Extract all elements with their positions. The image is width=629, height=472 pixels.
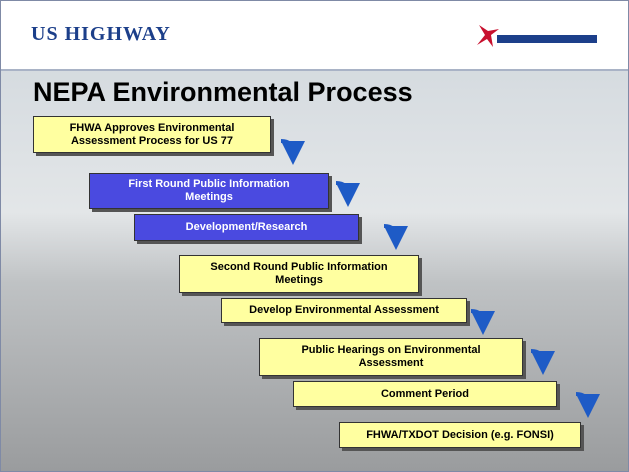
arrow [336,183,348,195]
process-step: First Round Public Information Meetings [89,173,329,209]
arrow [281,141,293,153]
arrow [531,351,543,363]
arrow [471,311,483,323]
process-step: FHWA/TXDOT Decision (e.g. FONSI) [339,422,581,448]
process-step: Develop Environmental Assessment [221,298,467,323]
process-step: Development/Research [134,214,359,241]
process-step: Second Round Public Information Meetings [179,255,419,293]
arrow [576,394,588,406]
process-step: FHWA Approves Environmental Assessment P… [33,116,271,153]
arrow [384,226,396,238]
process-step: Comment Period [293,381,557,407]
slide: US HIGHWAY NEPA Environmental Process FH… [0,0,629,472]
process-step: Public Hearings on Environmental Assessm… [259,338,523,376]
